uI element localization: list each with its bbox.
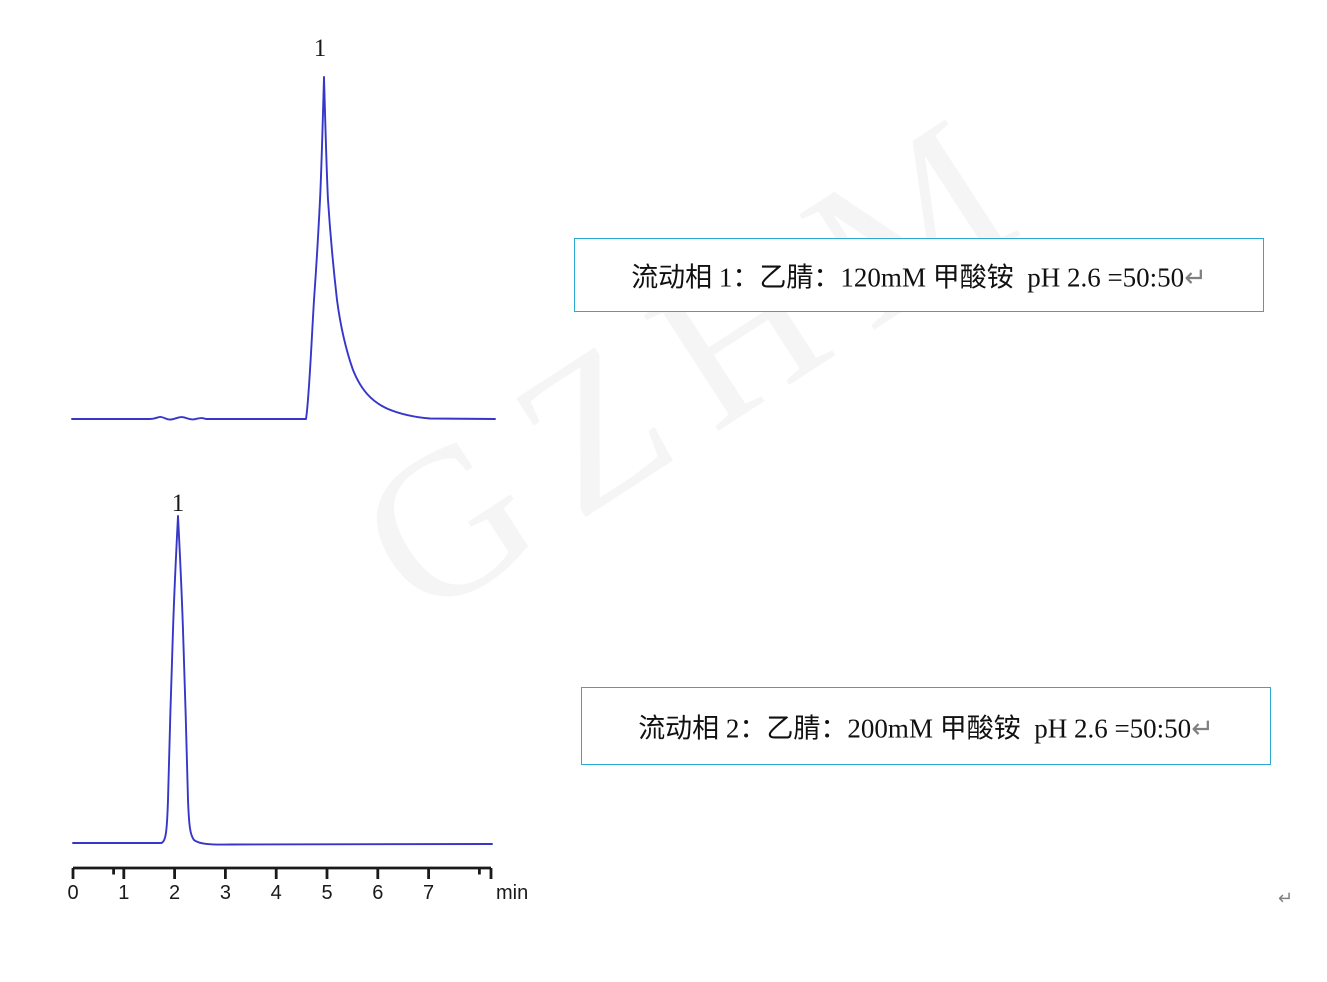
svg-text:2: 2 bbox=[169, 882, 180, 904]
svg-text:0: 0 bbox=[67, 882, 78, 904]
svg-text:1: 1 bbox=[314, 35, 327, 62]
svg-text:1: 1 bbox=[172, 490, 185, 517]
svg-text:1: 1 bbox=[118, 882, 129, 904]
svg-text:3: 3 bbox=[220, 882, 231, 904]
svg-text:6: 6 bbox=[372, 882, 383, 904]
svg-text:4: 4 bbox=[271, 882, 282, 904]
svg-text:7: 7 bbox=[423, 882, 434, 904]
svg-text:min: min bbox=[496, 882, 528, 904]
svg-text:5: 5 bbox=[321, 882, 332, 904]
